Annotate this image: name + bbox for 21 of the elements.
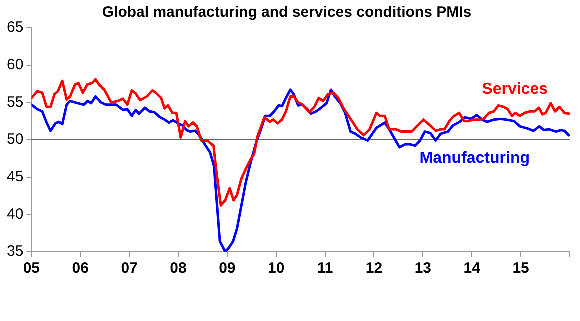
- chart-title: Global manufacturing and services conditions PMIs: [102, 4, 472, 22]
- x-tick-label: 14: [464, 260, 482, 278]
- y-tick-label: 65: [6, 19, 24, 36]
- series-label: Services: [482, 80, 548, 98]
- x-tick-label: 11: [317, 260, 334, 278]
- x-tick-label: 05: [23, 260, 40, 278]
- x-tick-label: 15: [512, 260, 530, 278]
- y-tick-label: 45: [6, 168, 24, 186]
- series-label: Manufacturing: [420, 150, 530, 168]
- y-tick-label: 60: [6, 56, 24, 74]
- x-tick-label: 12: [366, 260, 383, 278]
- x-tick-label: 09: [219, 260, 236, 278]
- y-tick-label: 55: [6, 94, 24, 111]
- x-tick-label: 06: [72, 260, 89, 278]
- x-tick-label: 13: [414, 260, 432, 278]
- x-tick-label: 10: [268, 260, 285, 278]
- x-tick-label: 07: [121, 260, 138, 278]
- y-tick-label: 35: [6, 243, 24, 260]
- x-tick-label: 08: [170, 260, 187, 278]
- y-tick-label: 40: [6, 206, 24, 223]
- y-tick-label: 50: [6, 131, 24, 148]
